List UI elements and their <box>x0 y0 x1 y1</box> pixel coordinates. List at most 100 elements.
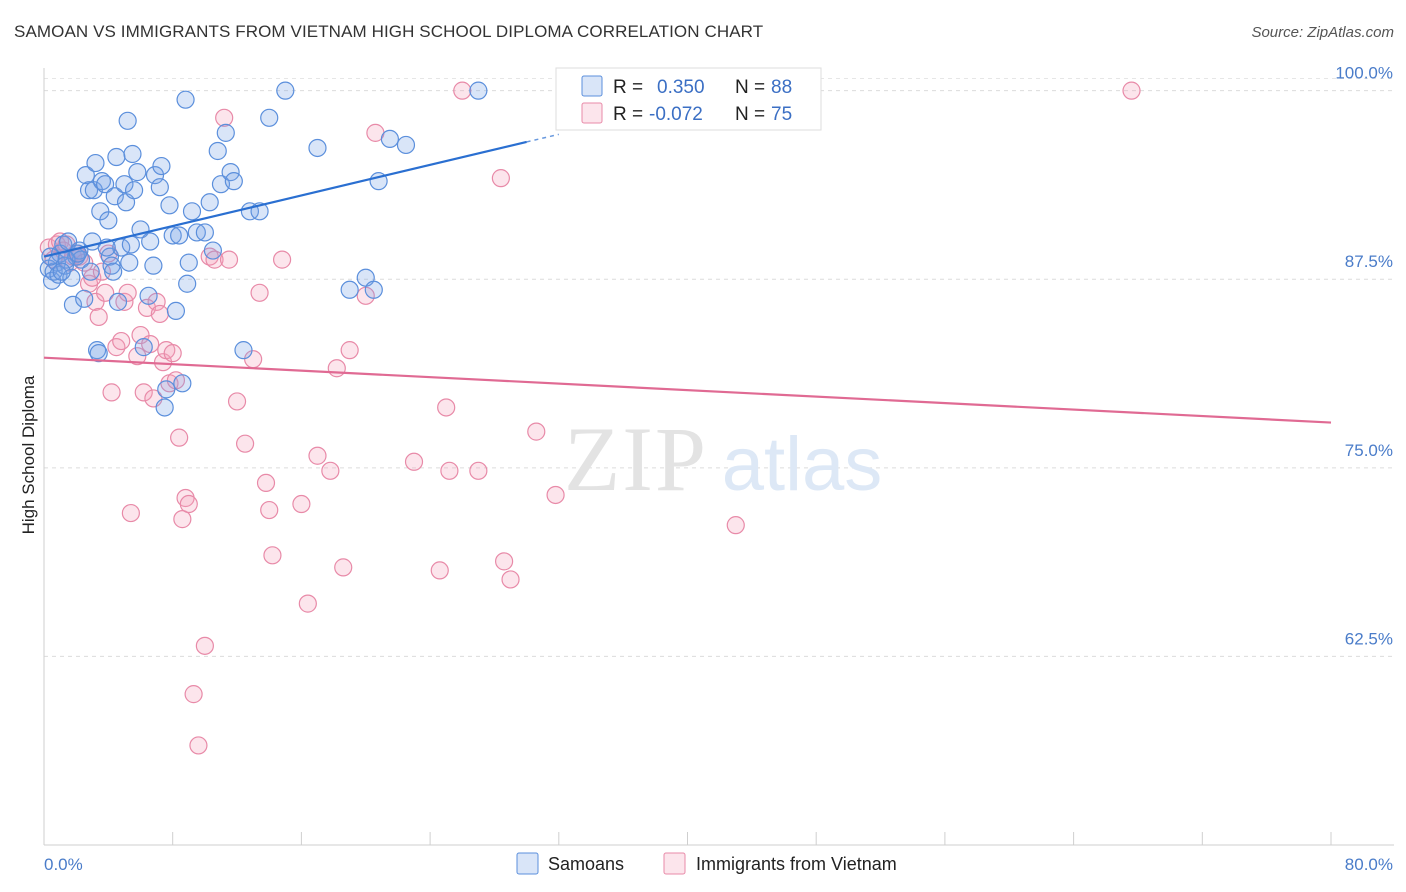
point-vietnam-68 <box>440 461 459 480</box>
point-vietnam-35 <box>163 344 182 363</box>
point-samoans-62 <box>208 141 227 161</box>
point-vietnam-43 <box>195 636 214 655</box>
point-samoans-70 <box>260 108 279 127</box>
point-vietnam-55 <box>272 250 292 269</box>
point-vietnam-40 <box>179 494 198 514</box>
point-samoans-47 <box>155 398 174 417</box>
point-vietnam-51 <box>250 283 269 302</box>
point-samoans-42 <box>139 286 158 305</box>
point-vietnam-56 <box>292 494 311 514</box>
point-samoans-51 <box>166 301 186 321</box>
point-vietnam-37 <box>170 428 189 447</box>
point-vietnam-49 <box>235 434 255 453</box>
watermark-zip: ZIP <box>564 408 708 510</box>
point-samoans-85 <box>81 262 100 281</box>
point-samoans-48 <box>157 380 176 399</box>
point-vietnam-59 <box>321 461 340 480</box>
point-vietnam-42 <box>189 736 208 755</box>
point-samoans-66 <box>224 172 243 191</box>
point-samoans-39 <box>128 163 147 182</box>
point-vietnam-75 <box>546 485 565 505</box>
point-vietnam-20 <box>112 331 131 351</box>
point-samoans-59 <box>195 223 214 242</box>
point-samoans-43 <box>144 256 163 275</box>
point-samoans-77 <box>380 129 399 149</box>
point-samoans-52 <box>170 226 189 245</box>
point-samoans-86 <box>120 253 139 272</box>
legend-n-label-samoans: N = <box>735 77 765 98</box>
bottom-legend-swatch-samoans <box>516 852 539 875</box>
legend-n-label-vietnam: N = <box>735 104 765 125</box>
y-tick-label-3: 100.0% <box>1335 64 1393 83</box>
point-vietnam-19 <box>107 338 126 357</box>
correlation-legend: R = 0.350 N = 88 R = -0.072 N = 75 <box>555 67 822 131</box>
point-samoans-49 <box>160 196 179 215</box>
point-vietnam-52 <box>256 473 276 493</box>
point-samoans-87 <box>52 262 71 281</box>
trend-line-samoans-extension <box>526 133 559 143</box>
legend-swatch-samoans <box>581 75 603 97</box>
point-samoans-46 <box>152 156 171 176</box>
point-samoans-71 <box>276 81 295 100</box>
legend-r-value-vietnam: -0.072 <box>649 104 703 125</box>
trend-line-samoans <box>43 140 527 258</box>
point-vietnam-71 <box>491 169 510 188</box>
point-samoans-15 <box>76 166 95 185</box>
bottom-legend-label-samoans: Samoans <box>548 854 624 874</box>
point-samoans-10 <box>63 295 83 314</box>
point-vietnam-72 <box>495 552 514 571</box>
point-samoans-56 <box>179 253 198 272</box>
series-legend: Samoans Immigrants from Vietnam <box>516 852 897 875</box>
point-samoans-27 <box>102 256 121 275</box>
point-vietnam-73 <box>501 570 520 589</box>
point-samoans-29 <box>105 187 124 206</box>
point-samoans-24 <box>96 175 115 194</box>
legend-swatch-vietnam <box>581 102 603 124</box>
y-tick-label-2: 87.5% <box>1345 252 1393 271</box>
y-axis-label: High School Diploma <box>19 375 38 534</box>
point-samoans-83 <box>41 247 60 266</box>
point-samoans-72 <box>308 138 327 158</box>
point-samoans-78 <box>396 135 416 155</box>
point-samoans-30 <box>107 147 126 167</box>
trend-lines <box>43 133 1332 424</box>
point-vietnam-31 <box>150 304 169 324</box>
point-vietnam-24 <box>128 347 147 366</box>
legend-n-value-vietnam: 75 <box>771 104 792 125</box>
point-samoans-35 <box>118 111 137 130</box>
point-samoans-67 <box>234 341 253 360</box>
point-samoans-53 <box>173 374 192 393</box>
point-samoans-61 <box>203 241 223 260</box>
point-vietnam-60 <box>327 359 346 378</box>
point-vietnam-26 <box>134 383 153 402</box>
point-vietnam-12 <box>83 268 102 287</box>
point-samoans-36 <box>121 235 140 254</box>
point-vietnam-22 <box>118 283 137 302</box>
bottom-legend-label-vietnam: Immigrants from Vietnam <box>696 854 897 874</box>
point-samoans-57 <box>182 202 202 221</box>
point-samoans-16 <box>79 181 99 200</box>
point-samoans-60 <box>200 193 219 212</box>
point-samoans-23 <box>92 172 112 191</box>
point-samoans-75 <box>364 280 383 299</box>
point-vietnam-16 <box>96 283 115 302</box>
y-tick-label-1: 75.0% <box>1345 441 1393 460</box>
point-vietnam-65 <box>404 452 424 471</box>
point-vietnam-58 <box>308 446 327 465</box>
legend-n-value-samoans: 88 <box>771 77 792 98</box>
point-vietnam-38 <box>173 510 192 529</box>
point-vietnam-25 <box>131 325 150 345</box>
legend-r-label-samoans: R = <box>613 77 643 98</box>
x-tick-label-0: 0.0% <box>44 855 83 874</box>
point-vietnam-53 <box>260 500 279 520</box>
point-vietnam-77 <box>1122 81 1141 100</box>
point-samoans-44 <box>145 166 165 185</box>
point-samoans-73 <box>340 280 359 299</box>
point-vietnam-76 <box>726 516 745 535</box>
tick-labels: 62.5% 75.0% 87.5% 100.0% 0.0% 80.0% <box>44 64 1393 874</box>
point-vietnam-48 <box>227 392 247 411</box>
point-vietnam-66 <box>430 561 449 580</box>
source-credit: Source: ZipAtlas.com <box>1251 24 1394 41</box>
point-vietnam-14 <box>89 307 108 327</box>
